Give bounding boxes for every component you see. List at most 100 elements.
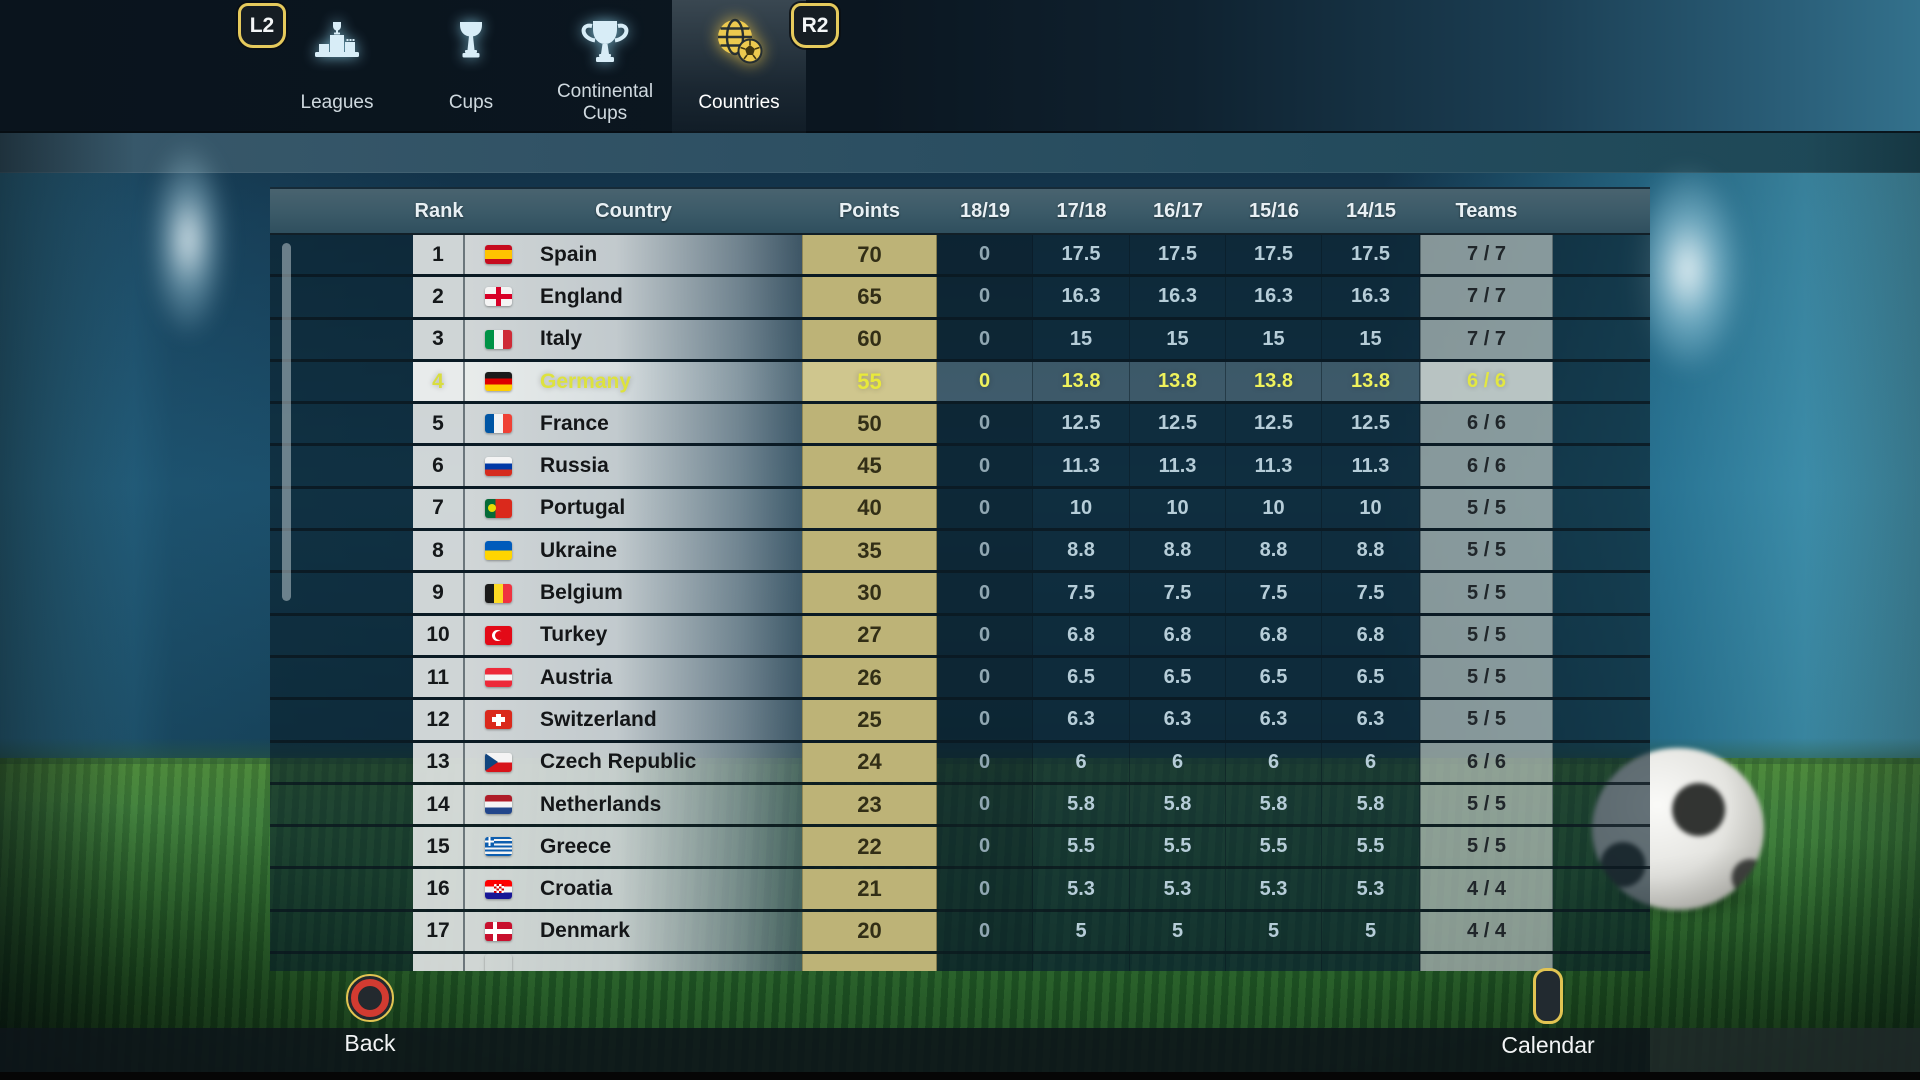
country-flag-icon bbox=[485, 795, 512, 814]
row-right-pad bbox=[1553, 320, 1650, 359]
season-1516-value: 6.8 bbox=[1226, 615, 1322, 655]
country-name: Austria bbox=[540, 665, 613, 689]
bottom-black-strip bbox=[0, 1072, 1920, 1080]
table-row[interactable]: 16 Croatia 21 0 5.3 5.3 5.3 5.3 4 / 4 bbox=[270, 869, 1650, 912]
table-row[interactable]: 3 Italy 60 0 15 15 15 15 7 / 7 bbox=[270, 319, 1650, 362]
season-1516-value: 13.8 bbox=[1226, 361, 1322, 402]
season-1516-value: 7.5 bbox=[1226, 573, 1322, 613]
row-left-pad bbox=[270, 912, 413, 951]
globe-football-icon bbox=[711, 5, 767, 79]
points-value: 23 bbox=[802, 784, 937, 825]
country-name: France bbox=[540, 411, 609, 435]
row-right-pad bbox=[1553, 235, 1650, 274]
rank-value: 8 bbox=[413, 531, 465, 571]
table-row[interactable]: 9 Belgium 30 0 7.5 7.5 7.5 7.5 5 / 5 bbox=[270, 573, 1650, 616]
table-row[interactable]: 13 Czech Republic 24 0 6 6 6 6 6 / 6 bbox=[270, 742, 1650, 785]
table-row[interactable]: 15 Greece 22 0 5.5 5.5 5.5 5.5 5 / 5 bbox=[270, 827, 1650, 870]
rank-value: 12 bbox=[413, 700, 465, 740]
season-1617-value: 6 bbox=[1130, 742, 1226, 782]
column-header-1516: 15/16 bbox=[1248, 199, 1300, 222]
table-row[interactable]: 6 Russia 45 0 11.3 11.3 11.3 11.3 6 / 6 bbox=[270, 446, 1650, 489]
tab-leagues[interactable]: Leagues bbox=[270, 0, 404, 133]
country-name: Spain bbox=[540, 242, 598, 266]
row-right-pad bbox=[1553, 700, 1650, 739]
season-1516-value: 5.8 bbox=[1226, 784, 1322, 825]
season-1819-value: 0 bbox=[937, 277, 1033, 317]
season-1617-value: 5.8 bbox=[1130, 784, 1226, 825]
column-header-1819: 18/19 bbox=[959, 199, 1011, 222]
season-1819-value: 0 bbox=[937, 235, 1033, 275]
season-1617-value: 6.5 bbox=[1130, 657, 1226, 698]
points-value: 55 bbox=[802, 361, 937, 402]
table-row[interactable]: 11 Austria 26 0 6.5 6.5 6.5 6.5 5 / 5 bbox=[270, 657, 1650, 701]
season-1415-value: 6.5 bbox=[1322, 657, 1420, 698]
row-left-pad bbox=[270, 785, 413, 824]
country-flag-icon bbox=[485, 245, 512, 265]
r2-shoulder-button[interactable]: R2 bbox=[791, 3, 839, 48]
column-header-rank: Rank bbox=[414, 199, 464, 222]
back-button[interactable]: Back bbox=[270, 974, 470, 1057]
row-left-pad bbox=[270, 235, 413, 274]
points-value: 40 bbox=[802, 488, 937, 529]
season-1415-value bbox=[1322, 954, 1420, 972]
season-1516-value: 6 bbox=[1226, 742, 1322, 782]
table-row[interactable]: 12 Switzerland 25 0 6.3 6.3 6.3 6.3 5 / … bbox=[270, 700, 1650, 743]
tab-cups[interactable]: Cups bbox=[404, 0, 538, 133]
season-1617-value bbox=[1130, 954, 1226, 972]
teams-value: 7 / 7 bbox=[1420, 319, 1553, 359]
touchpad-icon bbox=[1533, 968, 1563, 1024]
season-1718-value: 5.8 bbox=[1033, 784, 1130, 825]
tab-label: Countries bbox=[698, 92, 780, 113]
season-1718-value: 6.5 bbox=[1033, 657, 1130, 698]
table-row[interactable]: 14 Netherlands 23 0 5.8 5.8 5.8 5.8 5 / … bbox=[270, 784, 1650, 828]
points-value: 20 bbox=[802, 911, 937, 952]
table-row[interactable]: 7 Portugal 40 0 10 10 10 10 5 / 5 bbox=[270, 488, 1650, 532]
season-1617-value: 6.3 bbox=[1130, 700, 1226, 740]
rank-value: 4 bbox=[413, 361, 465, 402]
rank-value: 6 bbox=[413, 446, 465, 486]
row-left-pad bbox=[270, 277, 413, 316]
table-row[interactable]: 1 Spain 70 0 17.5 17.5 17.5 17.5 7 / 7 bbox=[270, 235, 1650, 278]
season-1516-value: 6.3 bbox=[1226, 700, 1322, 740]
table-row[interactable]: 2 England 65 0 16.3 16.3 16.3 16.3 7 / 7 bbox=[270, 277, 1650, 320]
country-flag-icon bbox=[485, 752, 512, 772]
header-spacer bbox=[1553, 189, 1650, 233]
row-left-pad bbox=[270, 320, 413, 359]
season-1516-value: 11.3 bbox=[1226, 446, 1322, 486]
season-1718-value: 5 bbox=[1033, 911, 1130, 952]
season-1617-value: 10 bbox=[1130, 488, 1226, 529]
country-cell: France bbox=[465, 404, 802, 444]
scrollbar[interactable] bbox=[282, 243, 291, 601]
table-header: Rank Country Points 18/19 17/18 16/17 15… bbox=[270, 187, 1650, 235]
table-row[interactable]: 8 Ukraine 35 0 8.8 8.8 8.8 8.8 5 / 5 bbox=[270, 531, 1650, 574]
season-1617-value: 7.5 bbox=[1130, 573, 1226, 613]
country-cell: Czech Republic bbox=[465, 742, 802, 782]
table-row[interactable]: 10 Turkey 27 0 6.8 6.8 6.8 6.8 5 / 5 bbox=[270, 615, 1650, 658]
tab-continental-cups[interactable]: Continental Cups bbox=[538, 0, 672, 133]
season-1819-value: 0 bbox=[937, 488, 1033, 529]
cup-icon bbox=[444, 5, 498, 79]
l2-shoulder-button[interactable]: L2 bbox=[238, 3, 286, 48]
points-value: 60 bbox=[802, 319, 937, 359]
country-name: England bbox=[540, 284, 623, 308]
tab-countries[interactable]: Countries bbox=[672, 0, 806, 133]
rank-value: 9 bbox=[413, 573, 465, 613]
season-1718-value: 16.3 bbox=[1033, 277, 1130, 317]
season-1415-value: 15 bbox=[1322, 319, 1420, 359]
table-row[interactable]: 17 Denmark 20 0 5 5 5 5 4 / 4 bbox=[270, 911, 1650, 955]
season-1819-value: 0 bbox=[937, 911, 1033, 952]
country-cell: Belgium bbox=[465, 573, 802, 613]
table-row[interactable]: 4 Germany 55 0 13.8 13.8 13.8 13.8 6 / 6 bbox=[270, 361, 1650, 405]
calendar-button[interactable]: Calendar bbox=[1448, 968, 1648, 1059]
points-value: 27 bbox=[802, 615, 937, 655]
country-flag-icon bbox=[485, 710, 512, 730]
teams-value: 5 / 5 bbox=[1420, 784, 1553, 825]
season-1415-value: 13.8 bbox=[1322, 361, 1420, 402]
row-left-pad bbox=[270, 954, 413, 971]
table-row[interactable]: 5 France 50 0 12.5 12.5 12.5 12.5 6 / 6 bbox=[270, 404, 1650, 447]
season-1516-value: 10 bbox=[1226, 488, 1322, 529]
column-header-teams: Teams bbox=[1455, 199, 1518, 222]
country-flag-icon bbox=[485, 668, 512, 688]
season-1617-value: 5 bbox=[1130, 911, 1226, 952]
teams-value: 6 / 6 bbox=[1420, 404, 1553, 444]
